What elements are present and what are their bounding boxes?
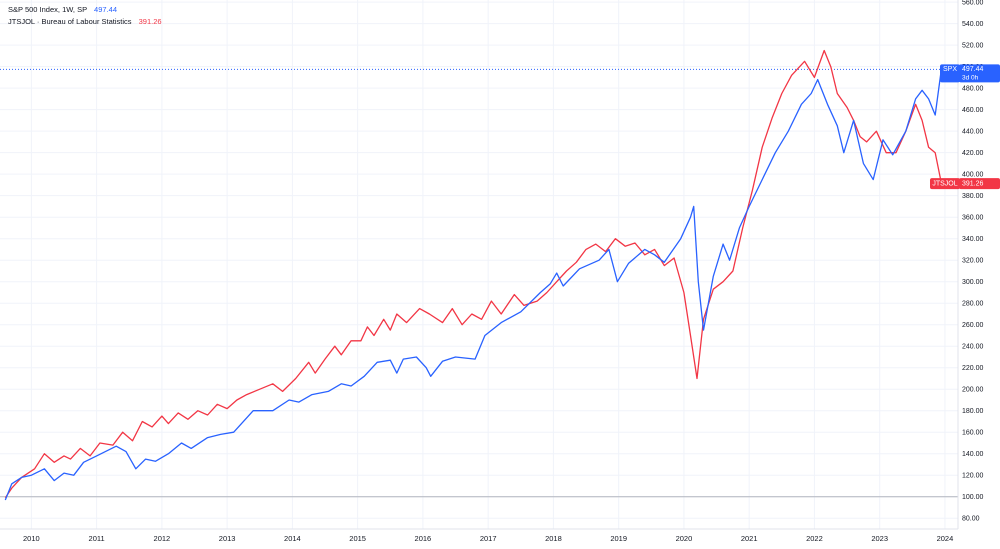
spx-badge-value-bg bbox=[959, 64, 1000, 83]
x-tick-label: 2023 bbox=[871, 534, 888, 543]
spx-badge-value: 497.44 bbox=[962, 66, 984, 73]
x-tick-label: 2016 bbox=[415, 534, 432, 543]
jtsjol-value-badge: JTSJOL 391.26 bbox=[930, 178, 1000, 190]
y-tick-label: 440.00 bbox=[962, 129, 984, 136]
legend-spx-label: S&P 500 Index, 1W, SP bbox=[8, 5, 87, 14]
vertical-grid bbox=[30, 0, 946, 529]
jts-badge-symbol: JTSJOL bbox=[932, 181, 957, 188]
x-axis-ticks: 2010 2011 2012 2013 2014 2015 2016 2017 2018 2019… bbox=[23, 534, 953, 543]
x-tick-label: 2020 bbox=[676, 534, 693, 543]
y-tick-label: 480.00 bbox=[962, 86, 984, 93]
y-tick-label: 140.00 bbox=[962, 451, 984, 458]
horizontal-grid bbox=[0, 1, 958, 519]
y-tick-label: 180.00 bbox=[962, 408, 984, 415]
y-tick-label: 280.00 bbox=[962, 301, 984, 308]
legend: S&P 500 Index, 1W, SP 497.44 JTSJOL · Bu… bbox=[8, 5, 162, 26]
y-tick-label: 300.00 bbox=[962, 279, 984, 286]
x-tick-label: 2013 bbox=[219, 534, 236, 543]
spx-series-line bbox=[4, 66, 943, 501]
series-layer bbox=[4, 49, 943, 501]
spx-badge-symbol-bg bbox=[940, 64, 960, 83]
y-tick-label: 80.00 bbox=[962, 516, 980, 523]
x-tick-label: 2019 bbox=[610, 534, 627, 543]
y-tick-label: 360.00 bbox=[962, 215, 984, 222]
x-tick-label: 2022 bbox=[806, 534, 823, 543]
x-tick-label: 2024 bbox=[937, 534, 954, 543]
jts-badge-value-bg bbox=[959, 178, 1000, 190]
y-tick-label: 160.00 bbox=[962, 430, 984, 437]
y-tick-label: 460.00 bbox=[962, 107, 984, 114]
x-tick-label: 2021 bbox=[741, 534, 758, 543]
x-tick-label: 2012 bbox=[154, 534, 171, 543]
y-tick-label: 320.00 bbox=[962, 258, 984, 265]
x-tick-label: 2014 bbox=[284, 534, 301, 543]
spx-badge-symbol: SPX bbox=[943, 66, 957, 73]
legend-spx[interactable]: S&P 500 Index, 1W, SP 497.44 bbox=[8, 5, 117, 14]
x-tick-label: 2015 bbox=[349, 534, 366, 543]
jtsjol-series-line bbox=[4, 49, 943, 499]
spx-price-badge: SPX 497.44 3d 0h bbox=[940, 64, 1000, 83]
y-tick-label: 400.00 bbox=[962, 172, 984, 179]
legend-spx-value: 497.44 bbox=[94, 5, 117, 14]
legend-jts[interactable]: JTSJOL · Bureau of Labour Statistics 391… bbox=[8, 17, 162, 26]
x-tick-label: 2018 bbox=[545, 534, 562, 543]
x-tick-label: 2011 bbox=[89, 534, 105, 543]
y-tick-label: 120.00 bbox=[962, 473, 984, 480]
jts-badge-symbol-bg bbox=[930, 178, 960, 190]
y-tick-label: 560.00 bbox=[962, 0, 984, 7]
y-tick-label: 420.00 bbox=[962, 150, 984, 157]
y-axis-ticks: 80.00 100.00 120.00 140.00 160.00 180.00 200.0… bbox=[962, 0, 984, 523]
legend-jts-label: JTSJOL · Bureau of Labour Statistics bbox=[8, 17, 132, 26]
legend-jts-value: 391.26 bbox=[139, 17, 162, 26]
y-tick-label: 240.00 bbox=[962, 344, 984, 351]
y-tick-label: 340.00 bbox=[962, 236, 984, 243]
y-tick-label: 260.00 bbox=[962, 322, 984, 329]
y-tick-label: 220.00 bbox=[962, 365, 984, 372]
spx-badge-countdown: 3d 0h bbox=[962, 74, 979, 81]
y-tick-label: 540.00 bbox=[962, 21, 984, 28]
y-tick-label: 200.00 bbox=[962, 387, 984, 394]
y-tick-label: 100.00 bbox=[962, 494, 984, 501]
y-tick-label: 520.00 bbox=[962, 43, 984, 50]
y-tick-label: 380.00 bbox=[962, 193, 984, 200]
x-tick-label: 2017 bbox=[480, 534, 497, 543]
x-tick-label: 2010 bbox=[23, 534, 40, 543]
jts-badge-value: 391.26 bbox=[962, 181, 984, 188]
